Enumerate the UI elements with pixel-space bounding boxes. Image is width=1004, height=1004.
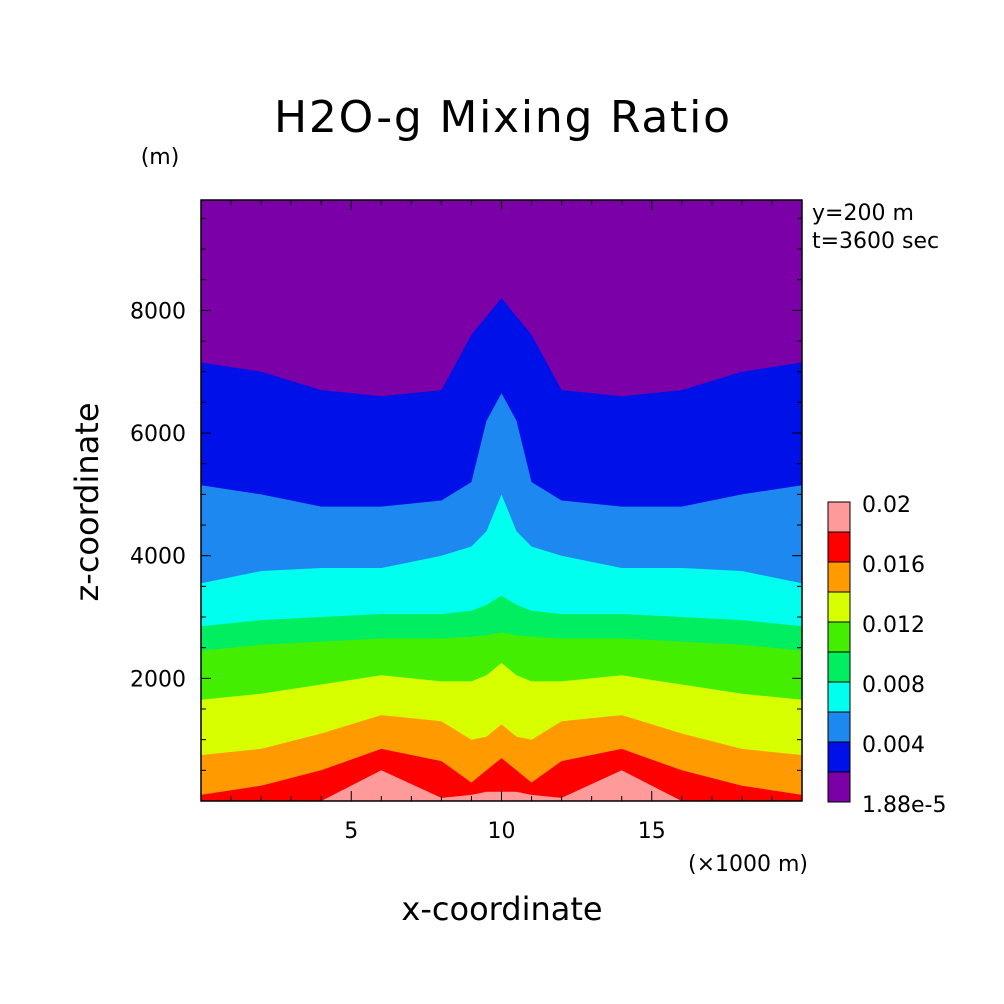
colorbar-swatch [827, 501, 851, 533]
colorbar-swatch [827, 741, 851, 773]
x-axis-label: x-coordinate [401, 890, 602, 928]
y-tick-label: 2000 [130, 667, 186, 692]
colorbar-swatch [827, 531, 851, 563]
y-tick-label: 6000 [130, 422, 186, 447]
x-tick-label: 5 [344, 819, 358, 844]
x-tick-label: 15 [638, 819, 666, 844]
x-unit-label: (×1000 m) [688, 852, 808, 877]
colorbar-label: 0.008 [862, 673, 925, 698]
x-tick-label: 10 [488, 819, 516, 844]
colorbar-swatch [827, 651, 851, 683]
colorbar-label: 1.88e-5 [862, 793, 946, 818]
annotation-t: t=3600 sec [812, 229, 939, 254]
annotation-y: y=200 m [812, 201, 914, 226]
colorbar-swatch [827, 621, 851, 653]
y-tick-label: 8000 [130, 299, 186, 324]
colorbar-label: 0.004 [862, 733, 925, 758]
colorbar-label: 0.02 [862, 493, 911, 518]
chart-title: H2O-g Mixing Ratio [274, 92, 730, 143]
y-tick-label: 4000 [130, 545, 186, 570]
y-unit-label: (m) [141, 145, 180, 170]
axis-ticks [201, 200, 802, 801]
colorbar-swatch [827, 561, 851, 593]
plot-area: 5 10 15 2000 4000 6000 8000 [130, 199, 803, 844]
colorbar-swatch [827, 591, 851, 623]
colorbar-label: 0.016 [862, 553, 925, 578]
colorbar-swatch [827, 711, 851, 743]
colorbar-swatch [827, 771, 851, 803]
colorbar-label: 0.012 [862, 613, 925, 638]
colorbar-swatch [827, 681, 851, 713]
y-axis-label: z-coordinate [68, 402, 106, 601]
colorbar: 0.02 0.016 0.012 0.008 0.004 1.88e-5 [827, 493, 946, 818]
